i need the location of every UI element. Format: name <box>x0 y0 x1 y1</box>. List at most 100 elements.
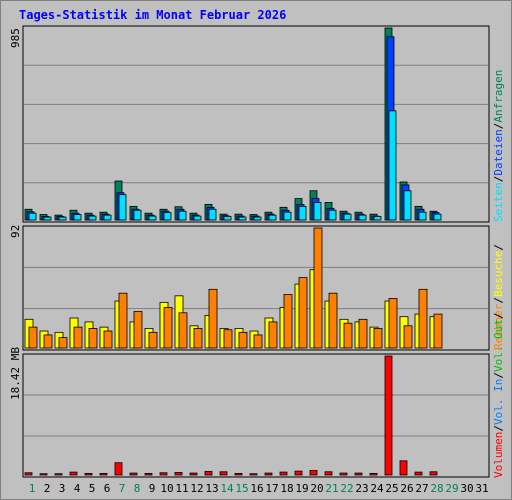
bar-seiten-day-27 <box>418 211 427 221</box>
bar-rechner-day-7 <box>118 292 128 349</box>
bar-rechner-day-3 <box>58 337 68 349</box>
bar-rechner-day-8 <box>133 311 143 349</box>
max-label-hits: 985 <box>9 28 22 48</box>
x-label-day-15: 15 <box>235 482 248 495</box>
bar-rechner-day-16 <box>253 334 263 349</box>
bars-visits <box>24 227 443 349</box>
bar-rechner-day-10 <box>163 307 173 349</box>
bar-volumen-day-21 <box>324 471 333 476</box>
x-label-day-4: 4 <box>74 482 81 495</box>
legend-besuche: Besuche <box>492 251 505 297</box>
legend-vol-in: Vol. In <box>492 379 505 425</box>
x-label-day-28: 28 <box>430 482 443 495</box>
bar-volumen-day-11 <box>174 472 183 476</box>
x-label-day-23: 23 <box>355 482 368 495</box>
x-label-day-9: 9 <box>149 482 156 495</box>
bar-seiten-day-19 <box>298 205 307 221</box>
bar-volumen-day-20 <box>309 470 318 476</box>
bar-seiten-day-20 <box>313 202 322 221</box>
bar-rechner-day-19 <box>298 277 308 349</box>
bar-seiten-day-5 <box>88 215 97 221</box>
x-label-day-19: 19 <box>295 482 308 495</box>
bar-volumen-day-22 <box>339 472 348 476</box>
bar-volumen-day-17 <box>264 472 273 476</box>
grid-lines-volume <box>24 394 488 437</box>
bar-volumen-day-25 <box>384 355 393 476</box>
bar-rechner-day-21 <box>328 292 338 349</box>
legend-sep: / <box>492 297 505 304</box>
legend-sep: / <box>492 425 505 432</box>
bar-seiten-day-18 <box>283 211 292 221</box>
bar-rechner-day-5 <box>88 328 98 349</box>
bar-volumen-day-18 <box>279 471 288 476</box>
x-label-day-27: 27 <box>415 482 428 495</box>
bar-rechner-day-26 <box>403 325 413 349</box>
bar-volumen-day-14 <box>219 471 228 476</box>
x-label-day-18: 18 <box>280 482 293 495</box>
bar-volumen-day-15 <box>234 472 243 476</box>
x-label-day-20: 20 <box>310 482 323 495</box>
bar-seiten-day-12 <box>193 215 202 221</box>
legend-rechner: Rechner <box>492 303 505 350</box>
bar-volumen-day-27 <box>414 471 423 476</box>
legend-volumen: Volumen <box>492 432 505 478</box>
x-label-day-25: 25 <box>385 482 398 495</box>
bar-volumen-day-12 <box>189 472 198 476</box>
bar-seiten-day-2 <box>43 216 52 221</box>
legend-seiten: Seiten <box>492 182 505 222</box>
legend-sep: / <box>492 123 505 130</box>
max-label-visits: 92 <box>9 225 22 238</box>
bar-rechner-day-12 <box>193 328 203 349</box>
bar-rechner-day-28 <box>433 313 443 349</box>
legend-vol-out: Vol. Out <box>492 319 505 372</box>
legend-anfragen: Anfragen <box>492 70 505 123</box>
bar-seiten-day-14 <box>223 216 232 221</box>
x-label-day-6: 6 <box>104 482 111 495</box>
bar-rechner-day-6 <box>103 330 113 349</box>
legend-sep: / <box>492 372 505 379</box>
bar-rechner-day-4 <box>73 326 83 349</box>
legend-visits: Rechner/Besuche/ <box>492 244 505 350</box>
bar-seiten-day-8 <box>133 209 142 221</box>
bar-seiten-day-22 <box>343 213 352 221</box>
bar-rechner-day-24 <box>373 328 383 349</box>
bar-rechner-day-9 <box>148 331 158 349</box>
x-label-day-24: 24 <box>370 482 384 495</box>
bar-volumen-day-7 <box>114 462 123 476</box>
grid-lines-hits <box>24 64 488 184</box>
bar-rechner-day-23 <box>358 318 368 349</box>
x-label-day-22: 22 <box>340 482 353 495</box>
bar-seiten-day-13 <box>208 208 217 221</box>
bar-volumen-day-9 <box>144 472 153 476</box>
x-label-day-10: 10 <box>160 482 173 495</box>
max-label-volume: 18.42 MB <box>9 347 22 400</box>
bar-volumen-day-3 <box>54 473 63 476</box>
bar-volumen-day-26 <box>399 460 408 476</box>
panel-hits <box>22 25 490 223</box>
x-label-day-1: 1 <box>29 482 36 495</box>
bar-seiten-day-15 <box>238 216 247 221</box>
x-axis-day-labels: 1 2 3 4 5 6 7 8 9 10 11 12 13 14 15 16 17 18 19 20 21 22 23 24 2… <box>29 482 489 495</box>
bar-seiten-day-10 <box>163 212 172 221</box>
bar-volumen-day-28 <box>429 471 438 476</box>
bar-rechner-day-11 <box>178 312 188 349</box>
x-label-day-26: 26 <box>400 482 413 495</box>
bar-seiten-day-25 <box>388 110 397 221</box>
bar-seiten-day-17 <box>268 214 277 221</box>
legend-sep: / <box>492 176 505 183</box>
x-label-day-8: 8 <box>134 482 141 495</box>
bar-seiten-day-7 <box>118 194 127 221</box>
legend-sep: / <box>492 312 505 319</box>
bar-volumen-day-8 <box>129 472 138 476</box>
panel-volume <box>22 353 490 478</box>
bar-volumen-day-1 <box>24 472 33 476</box>
legend-volume: Volumen/Vol. In/Vol. Out/ <box>492 312 505 478</box>
x-label-day-13: 13 <box>205 482 218 495</box>
bar-rechner-day-14 <box>223 329 233 349</box>
bar-seiten-day-26 <box>403 190 412 221</box>
panel-visits <box>22 225 490 351</box>
bars-volume <box>24 355 438 476</box>
x-label-day-21: 21 <box>325 482 338 495</box>
bar-volumen-day-6 <box>99 472 108 476</box>
legend-hits: Seiten/Dateien/Anfragen <box>492 70 505 222</box>
